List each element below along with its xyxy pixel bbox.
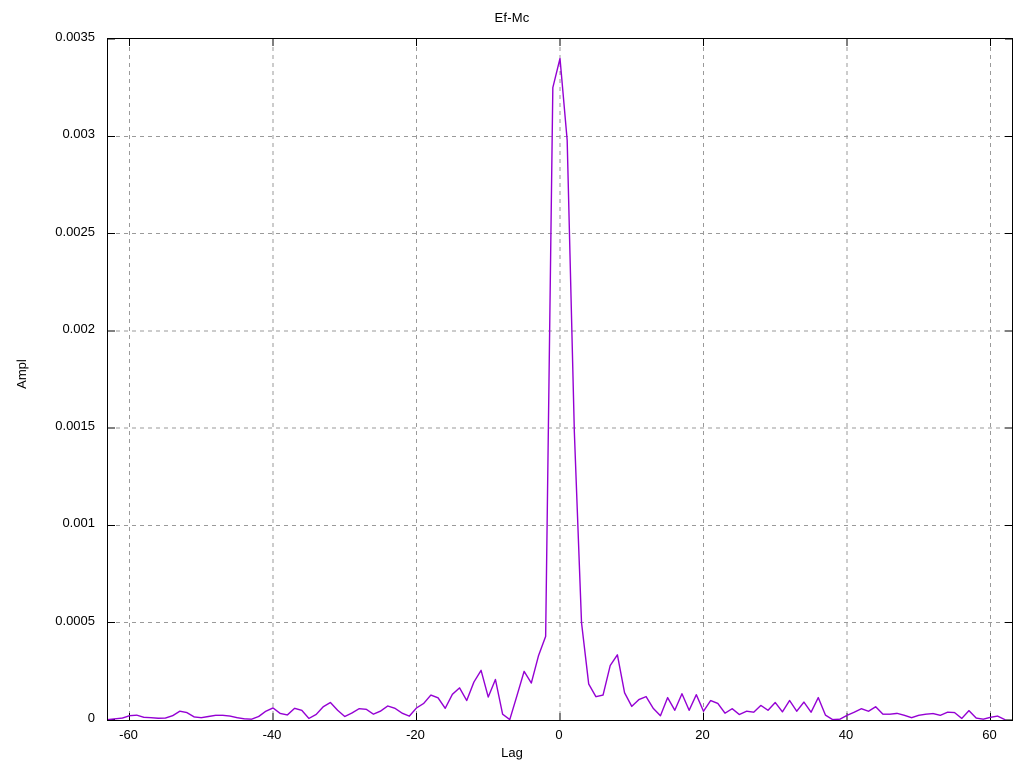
x-tick-label: -40 <box>262 727 282 742</box>
x-tick-label: -60 <box>119 727 138 742</box>
y-tick-label: 0.0005 <box>55 612 95 628</box>
y-tick-label: 0 <box>87 710 95 725</box>
plot-area <box>107 38 1013 721</box>
y-tick-label: 0.0015 <box>55 418 95 434</box>
y-tick-label: 0.0025 <box>55 223 95 239</box>
x-tick-label: 20 <box>695 727 710 742</box>
x-tick-label: -20 <box>406 727 425 742</box>
x-axis-label: Lag <box>501 745 523 760</box>
chart-title: Ef-Mc <box>494 10 530 25</box>
x-tick-label: 40 <box>838 727 854 742</box>
y-tick-label: 0.003 <box>62 126 95 142</box>
x-tick-label: 0 <box>555 727 563 742</box>
y-axis-label: Ampl <box>14 359 29 389</box>
data-series-layer <box>108 57 1006 720</box>
y-tick-label: 0.002 <box>62 320 95 336</box>
y-tick-label: 0.001 <box>62 515 95 531</box>
grid-layer <box>108 39 1012 720</box>
x-tick-label: 60 <box>982 727 997 742</box>
y-tick-label: 0.0035 <box>55 29 95 44</box>
